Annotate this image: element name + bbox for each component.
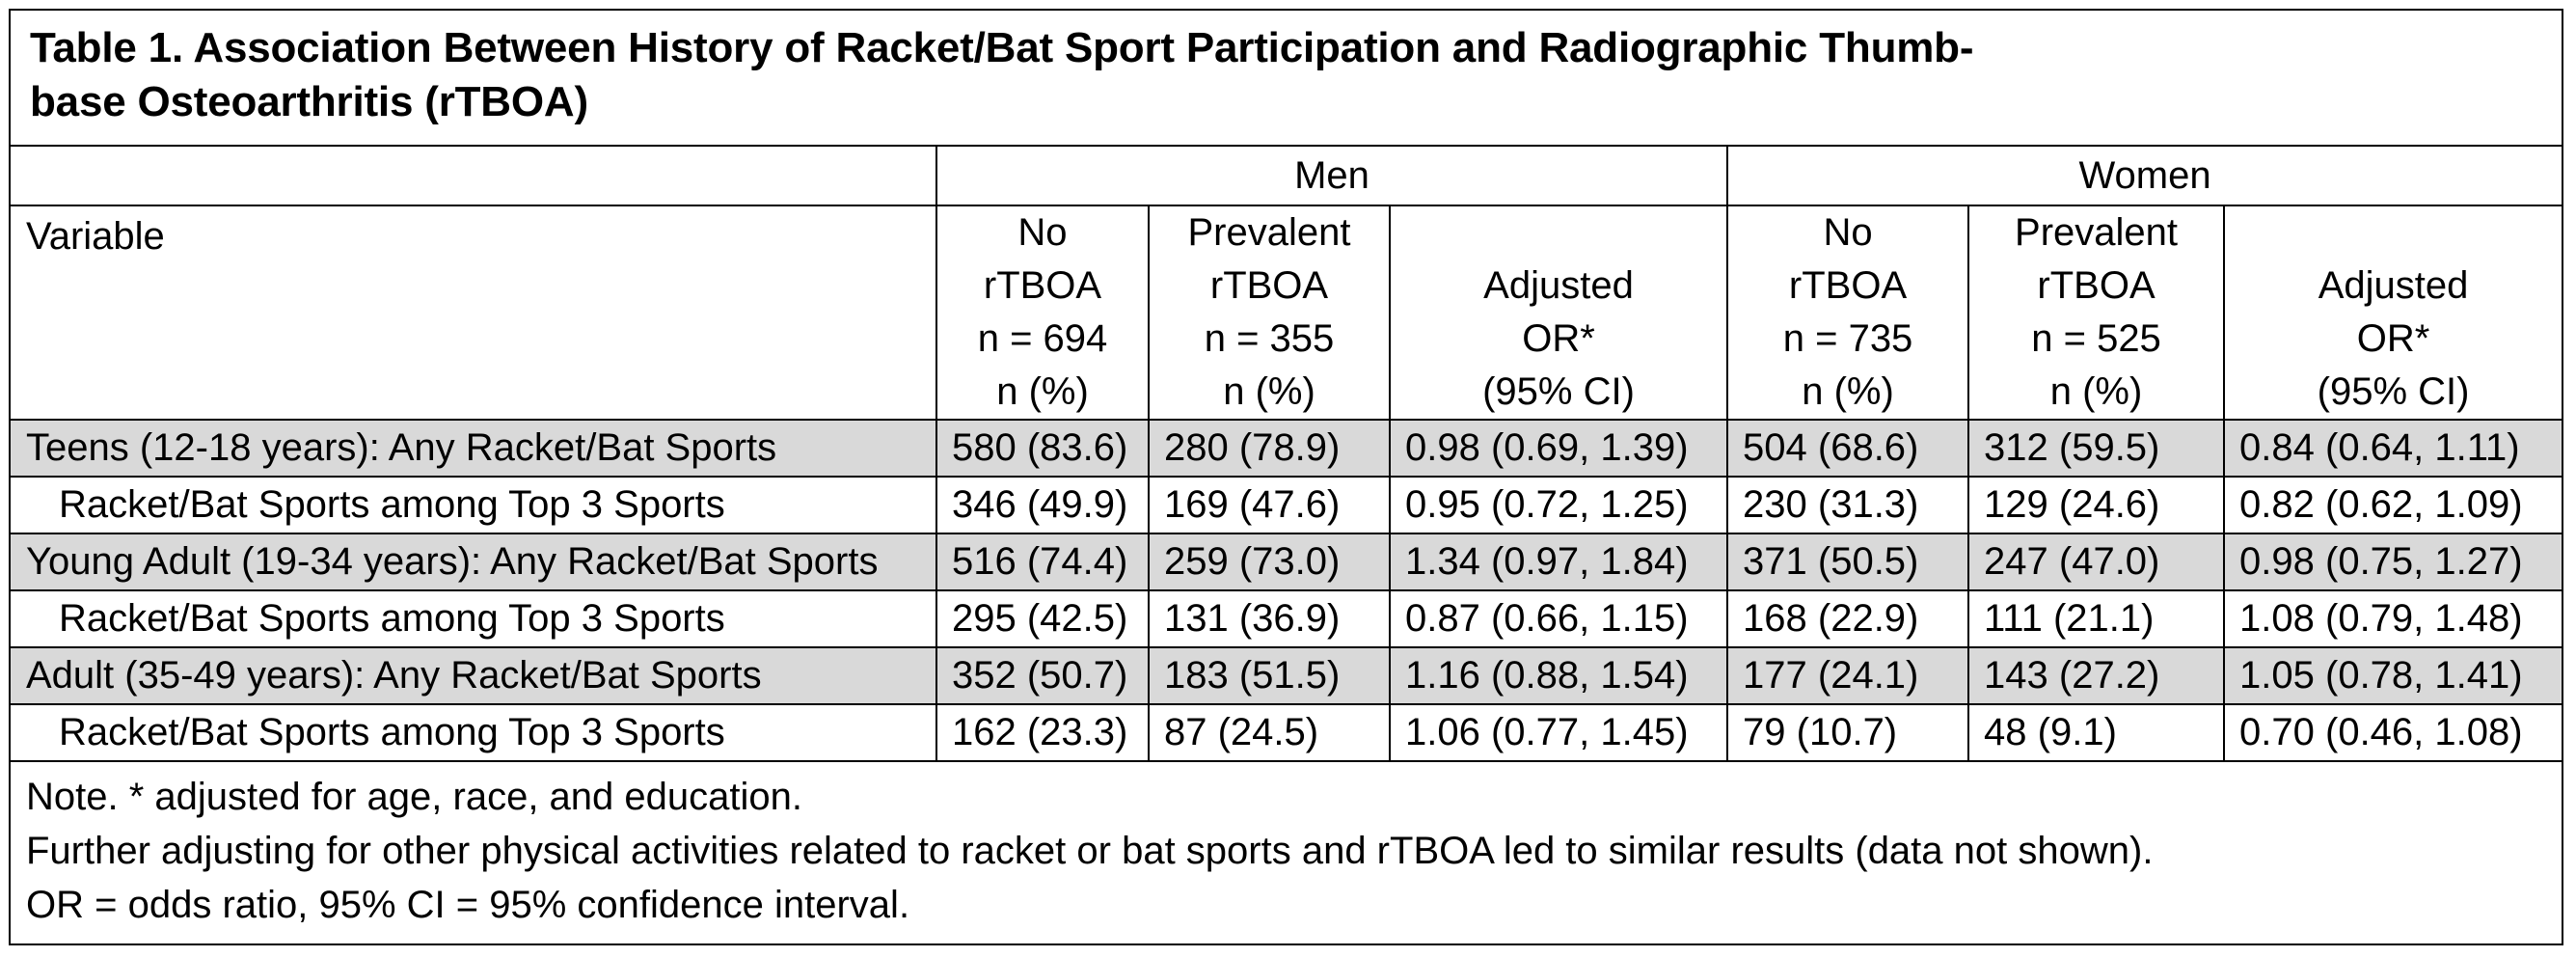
group-header-women: Women: [1726, 147, 2562, 206]
column-header-women-no-rtboa: No rTBOA n = 735 n (%): [1726, 205, 1970, 421]
table-row: Racket/Bat Sports among Top 3 Sports 346…: [11, 476, 2562, 534]
cell-men-adjusted-or: 1.34 (0.97, 1.84): [1388, 533, 1729, 591]
title-line-1: Table 1. Association Between History of …: [30, 24, 1974, 71]
table-title: Table 1. Association Between History of …: [11, 11, 2562, 147]
cell-women-prevalent: 143 (27.2): [1967, 646, 2226, 705]
table-row: Teens (12-18 years): Any Racket/Bat Spor…: [11, 419, 2562, 478]
table-notes: Note. * adjusted for age, race, and educ…: [11, 762, 2562, 932]
cell-women-adjusted-or: 0.84 (0.64, 1.11): [2223, 419, 2562, 478]
table-row: Racket/Bat Sports among Top 3 Sports 295…: [11, 589, 2562, 648]
table-row: Adult (35-49 years): Any Racket/Bat Spor…: [11, 646, 2562, 705]
column-header-women-adjusted-or: Adjusted OR* (95% CI): [2223, 205, 2562, 421]
column-header-variable: Variable: [11, 205, 937, 421]
cell-men-no-rtboa: 516 (74.4): [935, 533, 1150, 591]
row-label: Racket/Bat Sports among Top 3 Sports: [11, 589, 937, 648]
cell-women-adjusted-or: 1.05 (0.78, 1.41): [2223, 646, 2562, 705]
table-row: Young Adult (19-34 years): Any Racket/Ba…: [11, 533, 2562, 591]
title-line-2: base Osteoarthritis (rTBOA): [30, 78, 588, 125]
cell-women-prevalent: 312 (59.5): [1967, 419, 2226, 478]
cell-men-no-rtboa: 295 (42.5): [935, 589, 1150, 648]
group-header-blank: [11, 147, 937, 206]
cell-women-adjusted-or: 1.08 (0.79, 1.48): [2223, 589, 2562, 648]
group-header-men: Men: [935, 147, 1729, 206]
note-line: Further adjusting for other physical act…: [26, 830, 2154, 872]
cell-men-adjusted-or: 1.06 (0.77, 1.45): [1388, 703, 1729, 762]
cell-men-adjusted-or: 0.98 (0.69, 1.39): [1388, 419, 1729, 478]
column-header-women-prevalent: Prevalent rTBOA n = 525 n (%): [1967, 205, 2226, 421]
cell-women-adjusted-or: 0.82 (0.62, 1.09): [2223, 476, 2562, 534]
cell-women-no-rtboa: 371 (50.5): [1726, 533, 1970, 591]
cell-women-no-rtboa: 168 (22.9): [1726, 589, 1970, 648]
note-line: Note. * adjusted for age, race, and educ…: [26, 776, 802, 818]
cell-men-adjusted-or: 0.87 (0.66, 1.15): [1388, 589, 1729, 648]
table-row: Racket/Bat Sports among Top 3 Sports 162…: [11, 703, 2562, 762]
row-label: Teens (12-18 years): Any Racket/Bat Spor…: [11, 419, 937, 478]
column-header-men-adjusted-or: Adjusted OR* (95% CI): [1388, 205, 1729, 421]
cell-women-no-rtboa: 230 (31.3): [1726, 476, 1970, 534]
column-header-men-prevalent: Prevalent rTBOA n = 355 n (%): [1148, 205, 1391, 421]
cell-women-prevalent: 48 (9.1): [1967, 703, 2226, 762]
table-frame: Table 1. Association Between History of …: [9, 9, 2563, 945]
cell-women-adjusted-or: 0.98 (0.75, 1.27): [2223, 533, 2562, 591]
cell-men-no-rtboa: 346 (49.9): [935, 476, 1150, 534]
cell-men-prevalent: 87 (24.5): [1148, 703, 1391, 762]
cell-men-prevalent: 259 (73.0): [1148, 533, 1391, 591]
cell-women-prevalent: 247 (47.0): [1967, 533, 2226, 591]
cell-women-no-rtboa: 504 (68.6): [1726, 419, 1970, 478]
cell-men-adjusted-or: 1.16 (0.88, 1.54): [1388, 646, 1729, 705]
cell-women-prevalent: 111 (21.1): [1967, 589, 2226, 648]
cell-women-prevalent: 129 (24.6): [1967, 476, 2226, 534]
cell-men-no-rtboa: 162 (23.3): [935, 703, 1150, 762]
cell-women-no-rtboa: 177 (24.1): [1726, 646, 1970, 705]
row-label: Young Adult (19-34 years): Any Racket/Ba…: [11, 533, 937, 591]
cell-men-adjusted-or: 0.95 (0.72, 1.25): [1388, 476, 1729, 534]
note-line: OR = odds ratio, 95% CI = 95% confidence…: [26, 884, 910, 926]
cell-men-prevalent: 131 (36.9): [1148, 589, 1391, 648]
cell-women-adjusted-or: 0.70 (0.46, 1.08): [2223, 703, 2562, 762]
cell-men-prevalent: 280 (78.9): [1148, 419, 1391, 478]
row-label: Racket/Bat Sports among Top 3 Sports: [11, 703, 937, 762]
row-label: Adult (35-49 years): Any Racket/Bat Spor…: [11, 646, 937, 705]
cell-men-prevalent: 169 (47.6): [1148, 476, 1391, 534]
column-header-row: Variable No rTBOA n = 694 n (%) Prevalen…: [11, 205, 2562, 421]
column-header-men-no-rtboa: No rTBOA n = 694 n (%): [935, 205, 1150, 421]
cell-men-no-rtboa: 580 (83.6): [935, 419, 1150, 478]
row-label: Racket/Bat Sports among Top 3 Sports: [11, 476, 937, 534]
cell-men-prevalent: 183 (51.5): [1148, 646, 1391, 705]
cell-men-no-rtboa: 352 (50.7): [935, 646, 1150, 705]
data-table: Men Women Variable No rTBOA n = 694 n (%…: [11, 147, 2562, 762]
group-header-row: Men Women: [11, 147, 2562, 206]
cell-women-no-rtboa: 79 (10.7): [1726, 703, 1970, 762]
